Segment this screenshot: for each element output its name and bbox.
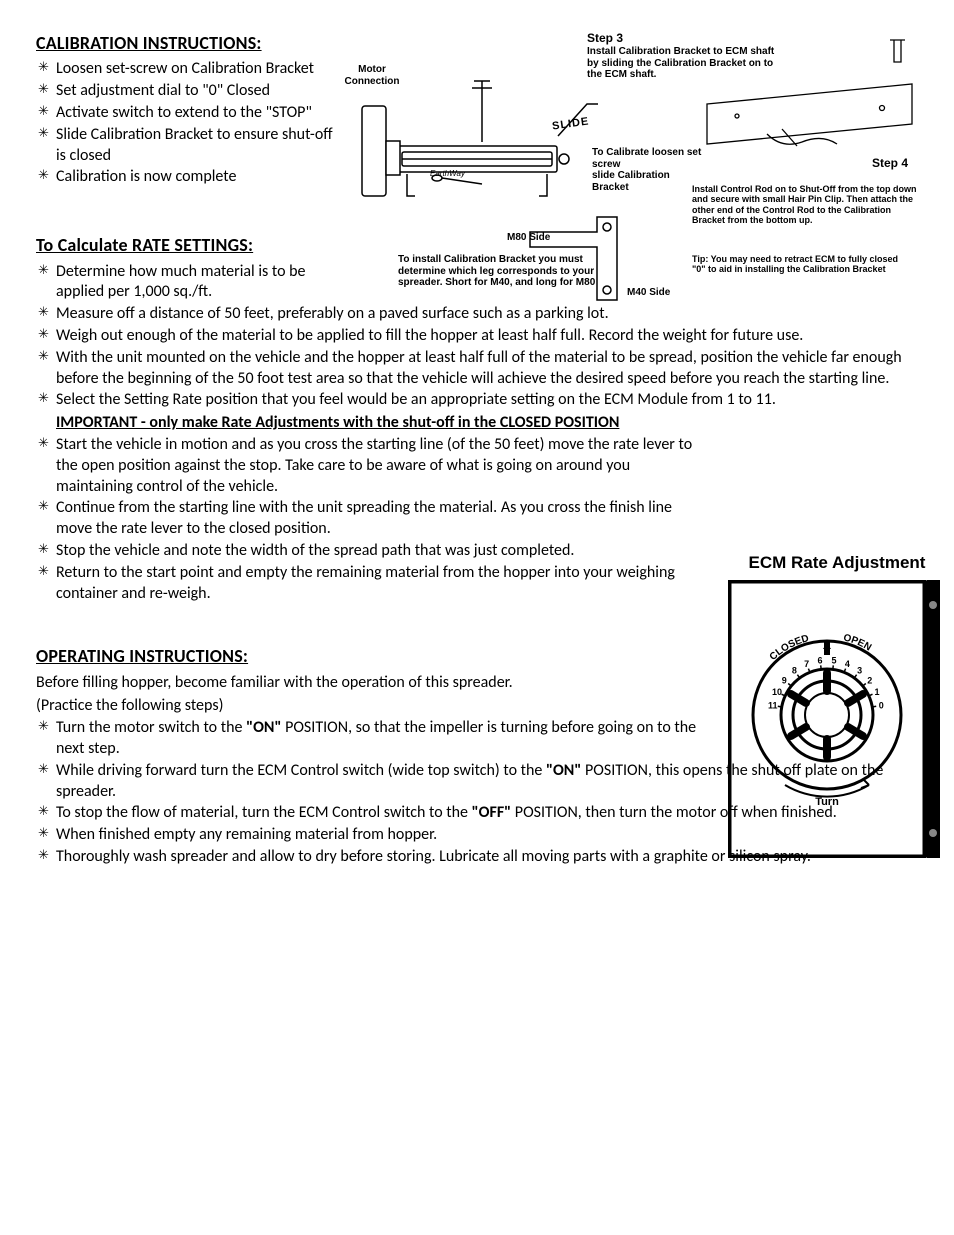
step4-diagram [682, 34, 932, 174]
svg-text:2: 2 [867, 675, 872, 685]
svg-text:9: 9 [782, 675, 787, 685]
list-item: Thoroughly wash spreader and allow to dr… [38, 847, 922, 868]
list-item: To stop the flow of material, turn the E… [38, 803, 922, 824]
motor-connection-label: MotorConnection [342, 64, 402, 87]
svg-text:3: 3 [857, 666, 862, 676]
svg-text:8: 8 [792, 666, 797, 676]
list-item: Determine how much material is to be app… [38, 262, 338, 304]
svg-text:5: 5 [831, 655, 836, 665]
m40-label: M40 Side [627, 287, 670, 299]
list-item: Stop the vehicle and note the width of t… [38, 541, 698, 562]
svg-text:1: 1 [874, 687, 879, 697]
ecm-title: ECM Rate Adjustment [728, 552, 946, 574]
step4-title: Step 4 [872, 157, 908, 171]
list-item: Slide Calibration Bracket to ensure shut… [38, 125, 336, 167]
list-item: Continue from the starting line with the… [38, 498, 698, 540]
list-item: With the unit mounted on the vehicle and… [38, 348, 922, 390]
svg-text:11: 11 [768, 700, 778, 710]
list-item: Calibration is now complete [38, 167, 336, 188]
list-item: Select the Setting Rate position that yo… [38, 390, 922, 434]
svg-text:10: 10 [772, 687, 782, 697]
svg-text:7: 7 [804, 659, 809, 669]
svg-text:4: 4 [845, 659, 850, 669]
calibration-list: Loosen set-screw on Calibration Bracket … [36, 59, 336, 188]
step4-text: Install Control Rod on to Shut-Off from … [692, 184, 924, 225]
list-item: Activate switch to extend to the "STOP" [38, 103, 336, 124]
calibrate-loosen-label: To Calibrate loosen set screwslide Calib… [592, 147, 702, 193]
tip-text: Tip: You may need to retract ECM to full… [692, 254, 912, 275]
list-item: When finished empty any remaining materi… [38, 825, 922, 846]
step3-title: Step 3 [587, 32, 623, 46]
important-note: IMPORTANT - only make Rate Adjustments w… [56, 413, 922, 434]
install-note: To install Calibration Bracket you must … [398, 254, 598, 289]
m80-label: M80 Side [507, 232, 550, 244]
svg-text:0: 0 [879, 700, 884, 710]
list-item: Start the vehicle in motion and as you c… [38, 435, 698, 497]
svg-text:6: 6 [817, 655, 822, 665]
list-item: Set adjustment dial to "0" Closed [38, 81, 336, 102]
earthway-label: EarthWay [430, 169, 466, 178]
list-item: While driving forward turn the ECM Contr… [38, 761, 922, 803]
list-item: Turn the motor switch to the "ON" POSITI… [38, 718, 698, 760]
list-item: Return to the start point and empty the … [38, 563, 698, 605]
list-item: Loosen set-screw on Calibration Bracket [38, 59, 336, 80]
installation-diagram: EarthWay MotorConnection SLIDE Step 3 In… [342, 32, 922, 332]
